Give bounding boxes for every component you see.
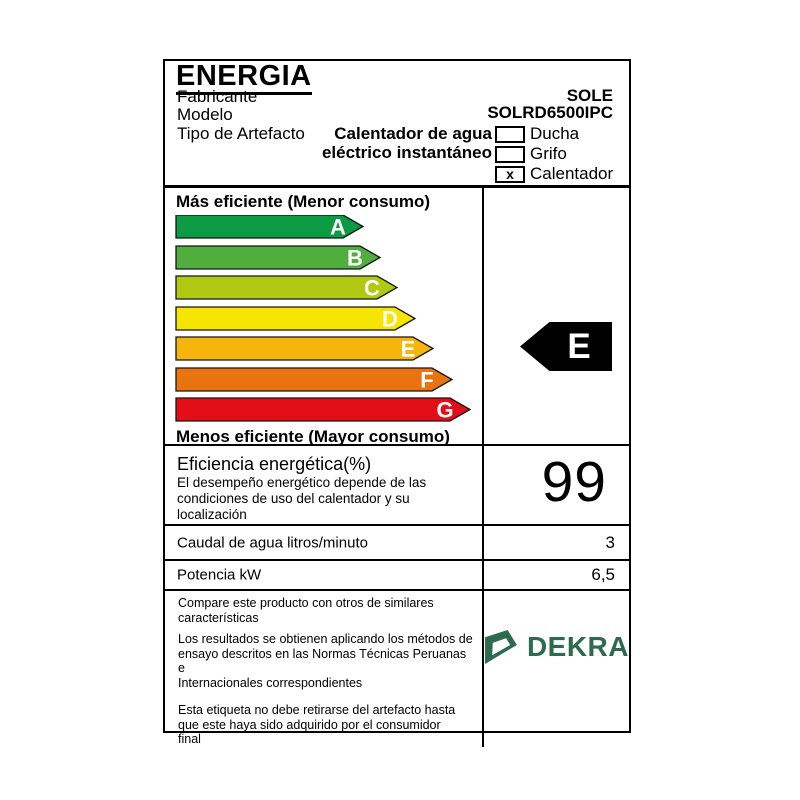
energia-title: ENERGIA: [176, 62, 312, 95]
manufacturer-label: Fabricante: [177, 87, 258, 106]
rating-letter-e: E: [401, 337, 416, 362]
certifier-name: DEKRA: [526, 631, 629, 662]
rating-arrow-b: [175, 245, 382, 270]
rating-arrow-e: [175, 336, 435, 361]
rating-letter-d: D: [382, 307, 398, 332]
water-flow-value-cell: 3: [484, 526, 629, 559]
power-label-cell: Potencia kW: [165, 561, 484, 589]
checkbox-row-ducha: Ducha: [495, 124, 613, 144]
label-header: ENERGIA Fabricante Modelo Tipo de Artefa…: [165, 61, 629, 188]
checkbox-row-grifo: Grifo: [495, 144, 613, 164]
rating-letter-f: F: [420, 368, 433, 393]
efficiency-note-line2: condiciones de uso del calentador y su l…: [177, 491, 410, 522]
rating-letter-b: B: [347, 246, 363, 271]
selected-rating-arrow: E: [520, 322, 612, 371]
rating-arrow-g: [175, 397, 472, 422]
certifier-cell: DEKRA: [484, 591, 629, 747]
checkbox-label: Calentador: [530, 164, 614, 183]
type-value-line1: Calentador de agua: [334, 124, 492, 143]
checkbox-grifo: [495, 145, 525, 163]
compare-note-line2: características: [178, 610, 259, 625]
removal-note-line2: que este haya sido adquirido por el cons…: [178, 717, 441, 732]
scale-bottom-caption: Menos eficiente (Mayor consumo): [176, 427, 450, 446]
rating-arrow-a: [175, 215, 365, 239]
checkbox-label: Grifo: [530, 144, 567, 163]
checkbox-row-calentador: x Calentador: [495, 164, 613, 184]
power-row: Potencia kW 6,5: [165, 559, 629, 589]
removal-note: Esta etiqueta no debe retirarse del arte…: [178, 703, 474, 747]
type-value: Calentador de agua eléctrico instantáneo: [322, 124, 492, 162]
model-label: Modelo: [177, 105, 233, 124]
dekra-logo: DEKRA: [484, 629, 629, 665]
appliance-checkbox-group: Ducha Grifo x Calentador: [495, 124, 613, 184]
water-flow-label-cell: Caudal de agua litros/minuto: [165, 526, 484, 559]
manufacturer-value: SOLE: [566, 86, 613, 105]
water-flow-row: Caudal de agua litros/minuto 3: [165, 524, 629, 559]
efficiency-value-row: Eficiencia energética(%) El desempeño en…: [165, 444, 629, 524]
results-note: Los resultados se obtienen aplicando los…: [178, 632, 474, 690]
efficiency-label: Eficiencia energética(%): [177, 454, 372, 474]
type-label: Tipo de Artefacto: [177, 124, 305, 143]
results-note-line1: Los resultados se obtienen aplicando los…: [178, 632, 473, 646]
efficiency-note-line1: El desempeño energético depende de las: [177, 475, 427, 490]
power-value-cell: 6,5: [484, 561, 629, 589]
power-value: 6,5: [591, 565, 615, 584]
type-value-line2: eléctrico instantáneo: [321, 143, 492, 162]
scale-top-caption: Más eficiente (Menor consumo): [176, 192, 431, 211]
results-note-line3: Internacionales correspondientes: [178, 675, 363, 690]
model-value: SOLRD6500IPC: [487, 103, 613, 122]
rating-arrow-d: [175, 306, 417, 331]
scale-right-cell: E: [484, 188, 629, 444]
energy-label: ENERGIA Fabricante Modelo Tipo de Artefa…: [163, 59, 631, 747]
selected-rating-letter: E: [567, 327, 591, 366]
rating-arrow-f: [175, 367, 454, 392]
efficiency-text-cell: Eficiencia energética(%) El desempeño en…: [165, 446, 484, 524]
rating-letter-c: C: [364, 276, 380, 301]
checkbox-label: Ducha: [530, 124, 580, 143]
rating-letter-g: G: [436, 398, 453, 423]
checkbox-ducha: [495, 125, 525, 143]
water-flow-value: 3: [605, 532, 615, 552]
footer-section: Compare este producto con otros de simil…: [165, 589, 629, 747]
footer-text-cell: Compare este producto con otros de simil…: [165, 591, 484, 747]
compare-note-line1: Compare este producto con otros de simil…: [178, 596, 434, 610]
removal-note-line1: Esta etiqueta no debe retirarse del arte…: [178, 703, 456, 717]
power-label: Potencia kW: [177, 566, 262, 584]
compare-note: Compare este producto con otros de simil…: [178, 596, 474, 625]
rating-letter-a: A: [330, 215, 346, 240]
rating-arrow-c: [175, 275, 399, 300]
efficiency-value: 99: [541, 450, 607, 515]
efficiency-value-cell: 99: [484, 446, 629, 524]
results-note-line2: ensayo descritos en las Normas Técnicas …: [178, 646, 467, 676]
removal-note-line3: final: [178, 732, 201, 746]
water-flow-label: Caudal de agua litros/minuto: [177, 534, 368, 551]
checkbox-calentador: x: [495, 165, 525, 183]
dekra-arrow-icon: [485, 630, 517, 664]
